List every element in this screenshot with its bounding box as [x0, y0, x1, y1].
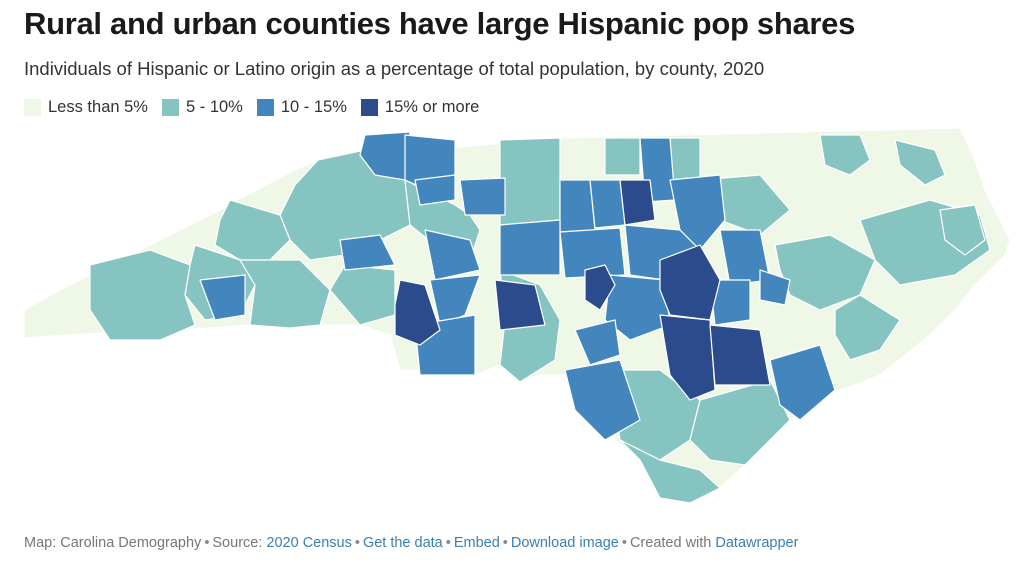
legend-item-lt5: Less than 5%	[24, 98, 148, 117]
chart-subtitle: Individuals of Hispanic or Latino origin…	[24, 58, 765, 79]
footer: Map: Carolina Demography • Source: 2020 Ce…	[24, 535, 799, 551]
county-region[interactable]	[199, 274, 246, 321]
county-region[interactable]	[89, 249, 196, 341]
county-region[interactable]	[414, 174, 456, 206]
legend-swatch	[256, 99, 274, 116]
legend-item-15plus: 15% or more	[360, 98, 480, 117]
county-region[interactable]	[774, 234, 876, 311]
legend-item-5-10: 5 - 10%	[161, 98, 243, 117]
get-data-link[interactable]: Get the data	[362, 535, 443, 551]
county-region[interactable]	[394, 279, 441, 346]
county-region[interactable]	[619, 179, 656, 226]
county-region[interactable]	[499, 219, 561, 276]
county-region[interactable]	[584, 264, 616, 311]
county-region[interactable]	[604, 137, 641, 176]
legend-label: 5 - 10%	[185, 98, 243, 116]
county-region[interactable]	[239, 259, 331, 329]
county-region[interactable]	[559, 227, 626, 279]
legend-swatch	[24, 99, 41, 116]
county-region[interactable]	[329, 264, 396, 326]
legend-label: 15% or more	[384, 98, 480, 116]
county-region[interactable]	[429, 274, 481, 326]
county-region[interactable]	[669, 174, 726, 251]
created-with-label: Created with	[629, 535, 712, 551]
embed-link[interactable]: Embed	[453, 535, 500, 551]
county-region[interactable]	[819, 134, 871, 176]
county-region[interactable]	[709, 279, 751, 326]
county-region[interactable]	[424, 229, 481, 281]
county-region[interactable]	[499, 137, 561, 226]
legend-item-10-15: 10 - 15%	[256, 98, 347, 117]
credit-map: Map: Carolina Demography	[24, 535, 202, 551]
legend-label: 10 - 15%	[280, 98, 347, 116]
credit-source-label: Source:	[212, 535, 263, 551]
legend-swatch	[161, 99, 179, 116]
county-region[interactable]	[459, 177, 506, 216]
county-region[interactable]	[834, 294, 901, 361]
county-region[interactable]	[564, 359, 641, 441]
legend-label: Less than 5%	[48, 98, 148, 116]
nc-county-map[interactable]	[0, 120, 1024, 520]
county-region[interactable]	[769, 344, 836, 421]
county-region[interactable]	[494, 279, 546, 331]
county-region[interactable]	[669, 137, 701, 181]
chart-title: Rural and urban counties have large Hisp…	[24, 6, 856, 41]
county-region[interactable]	[659, 314, 716, 401]
legend: Less than 5% 5 - 10% 10 - 15% 15% or mor…	[24, 98, 493, 117]
county-region[interactable]	[359, 131, 411, 181]
county-region[interactable]	[709, 324, 771, 386]
source-link[interactable]: 2020 Census	[266, 535, 352, 551]
county-region[interactable]	[589, 179, 626, 229]
county-region[interactable]	[759, 269, 791, 306]
county-region[interactable]	[339, 234, 396, 271]
legend-swatch	[360, 99, 378, 116]
datawrapper-link[interactable]: Datawrapper	[715, 535, 799, 551]
download-image-link[interactable]: Download image	[510, 535, 619, 551]
county-region[interactable]	[559, 179, 596, 233]
county-region[interactable]	[939, 204, 986, 256]
county-region[interactable]	[604, 274, 671, 341]
county-region[interactable]	[619, 439, 721, 504]
county-region[interactable]	[689, 379, 791, 466]
county-region[interactable]	[894, 139, 946, 186]
county-region[interactable]	[574, 319, 621, 366]
